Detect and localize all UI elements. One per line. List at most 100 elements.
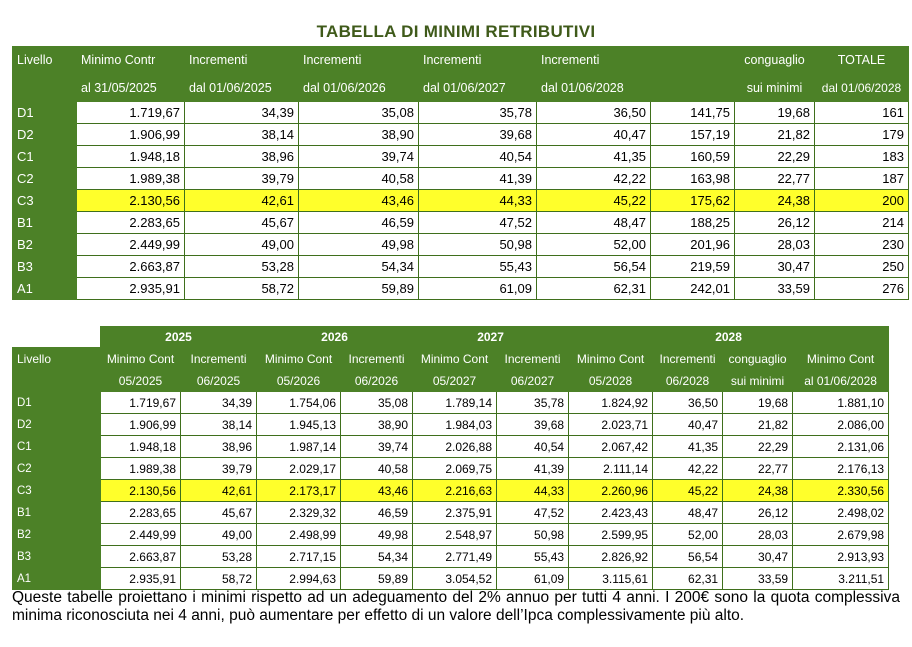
table2-cell: 40,58	[340, 457, 414, 480]
table2-cell: 47,52	[496, 501, 570, 524]
table1-header-cell: dal 01/06/2028	[536, 73, 651, 102]
table2-cell: 3.115,61	[568, 567, 654, 590]
year-header: 2028	[568, 326, 890, 348]
table2-subheader-cell: Incrementi	[340, 347, 414, 370]
table2-cell: 2.023,71	[568, 413, 654, 436]
table1-cell: 40,58	[298, 167, 419, 190]
table2-row: D1 1.719,67 34,39 1.754,06 35,08 1.789,14 35,7…	[12, 391, 890, 414]
table2-cell: 2.913,93	[792, 545, 890, 568]
table2-cell: 22,77	[722, 457, 794, 480]
table2-cell: 54,34	[340, 545, 414, 568]
table1-header-cell: conguaglio	[734, 46, 815, 74]
table1-header-cell: TOTALE	[814, 46, 909, 74]
level-label: B1	[12, 501, 101, 524]
table1-cell: 1.906,99	[76, 123, 185, 146]
table2-cell: 50,98	[496, 523, 570, 546]
minimum-wage-table: Livello Minimo Contr Incrementi Incrementi I…	[12, 46, 909, 300]
table1-row: B2 2.449,99 49,00 49,98 50,98 52,00 201,96 28,0…	[12, 233, 909, 256]
table2-cell: 3.211,51	[792, 567, 890, 590]
table2-cell: 30,47	[722, 545, 794, 568]
table2-cell: 46,59	[340, 501, 414, 524]
table2-cell: 2.329,32	[256, 501, 342, 524]
table2-subheader-cell: Incrementi	[496, 347, 570, 370]
table2-subheader-cell: 05/2026	[256, 369, 342, 392]
table2-cell: 39,68	[496, 413, 570, 436]
table2-cell: 2.029,17	[256, 457, 342, 480]
table2-cell: 22,29	[722, 435, 794, 458]
table1-cell: 45,67	[184, 211, 299, 234]
level-label: C3	[12, 189, 77, 212]
table1-cell: 55,43	[418, 255, 537, 278]
table2-cell: 2.283,65	[100, 501, 181, 524]
level-label: D2	[12, 123, 77, 146]
table1-header-cell: Livello	[12, 46, 77, 74]
table2-livello-header: Livello	[12, 347, 101, 392]
table1-row: B3 2.663,87 53,28 54,34 55,43 56,54 219,59 30,4…	[12, 255, 909, 278]
table1-cell: 61,09	[418, 277, 537, 300]
table2-cell: 2.599,95	[568, 523, 654, 546]
table1-cell: 36,50	[536, 101, 651, 124]
table2-cell: 2.498,99	[256, 523, 342, 546]
table2-cell: 1.789,14	[412, 391, 498, 414]
level-label: B3	[12, 545, 101, 568]
level-label: C2	[12, 457, 101, 480]
table2-cell: 2.679,98	[792, 523, 890, 546]
table2-cell: 2.375,91	[412, 501, 498, 524]
table1-header-cell: Minimo Contr	[76, 46, 185, 74]
level-label: B2	[12, 233, 77, 256]
table1-cell: 200	[814, 189, 909, 212]
table1-header-cell: Incrementi	[184, 46, 299, 74]
table2-row: C3 2.130,56 42,61 2.173,17 43,46 2.216,63 44,3…	[12, 479, 890, 502]
table2-cell: 28,03	[722, 523, 794, 546]
table2-cell: 1.824,92	[568, 391, 654, 414]
table2-cell: 34,39	[179, 391, 258, 414]
table1-cell: 41,35	[536, 145, 651, 168]
table2-row: C2 1.989,38 39,79 2.029,17 40,58 2.069,75 41,3…	[12, 457, 890, 480]
table1-cell: 35,78	[418, 101, 537, 124]
level-label: C1	[12, 435, 101, 458]
table1-cell: 38,90	[298, 123, 419, 146]
table2-cell: 58,72	[179, 567, 258, 590]
table1-cell: 35,08	[298, 101, 419, 124]
table2-cell: 62,31	[652, 567, 724, 590]
yearly-projection-table: 2025 2026 2027 2028 Livello Minimo Cont Increm…	[12, 326, 890, 590]
table1-row: C2 1.989,38 39,79 40,58 41,39 42,22 163,98 22,7…	[12, 167, 909, 190]
table1-header-cell: dal 01/06/2027	[418, 73, 537, 102]
table2-cell: 2.026,88	[412, 435, 498, 458]
table2-cell: 1.719,67	[100, 391, 181, 414]
table1-header-cell: sui minimi	[734, 73, 815, 102]
table2-cell: 1.948,18	[100, 435, 181, 458]
table2-cell: 1.754,06	[256, 391, 342, 414]
table1-header-row: Livello Minimo Contr Incrementi Incrementi I…	[12, 46, 909, 74]
table2-cell: 2.548,97	[412, 523, 498, 546]
table1-cell: 163,98	[650, 167, 735, 190]
table1-cell: 188,25	[650, 211, 735, 234]
level-label: A1	[12, 567, 101, 590]
level-label: C1	[12, 145, 77, 168]
table2-cell: 45,67	[179, 501, 258, 524]
level-label: C2	[12, 167, 77, 190]
table2-cell: 2.826,92	[568, 545, 654, 568]
table2-cell: 49,98	[340, 523, 414, 546]
table2-cell: 39,79	[179, 457, 258, 480]
table2-cell: 2.111,14	[568, 457, 654, 480]
table2-cell: 2.994,63	[256, 567, 342, 590]
table2-cell: 2.498,02	[792, 501, 890, 524]
table1-cell: 160,59	[650, 145, 735, 168]
level-label: D1	[12, 391, 101, 414]
table1-cell: 53,28	[184, 255, 299, 278]
level-label: B3	[12, 255, 77, 278]
table1-cell: 1.719,67	[76, 101, 185, 124]
table1-cell: 24,38	[734, 189, 815, 212]
table2-row: C1 1.948,18 38,96 1.987,14 39,74 2.026,88 40,5…	[12, 435, 890, 458]
table2-cell: 2.086,00	[792, 413, 890, 436]
table1-cell: 141,75	[650, 101, 735, 124]
table2-cell: 48,47	[652, 501, 724, 524]
year-header: 2026	[256, 326, 414, 348]
table1-cell: 42,22	[536, 167, 651, 190]
table1-cell: 22,77	[734, 167, 815, 190]
table1-cell: 40,54	[418, 145, 537, 168]
table1-cell: 2.935,91	[76, 277, 185, 300]
table1-cell: 39,74	[298, 145, 419, 168]
table2-row: B3 2.663,87 53,28 2.717,15 54,34 2.771,49 55,4…	[12, 545, 890, 568]
